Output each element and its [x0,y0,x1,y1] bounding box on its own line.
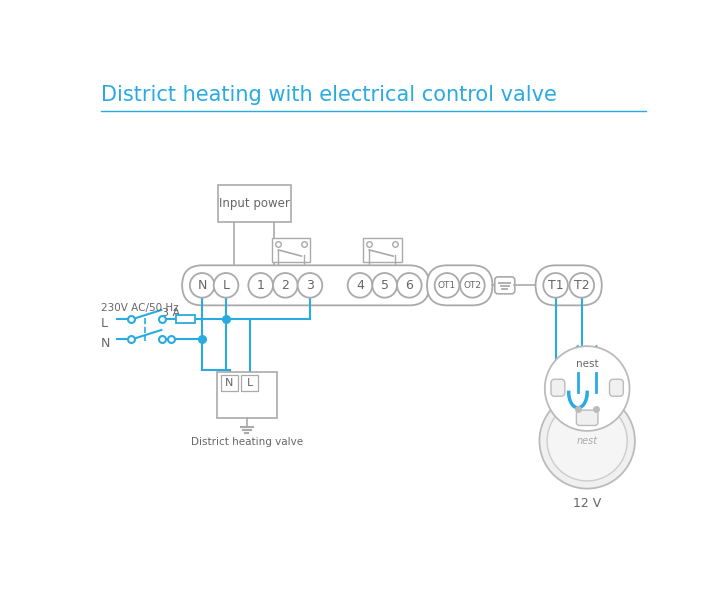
Text: 1: 1 [257,279,264,292]
Text: 6: 6 [405,279,414,292]
Text: District heating valve: District heating valve [191,437,303,447]
Text: N: N [225,378,233,388]
Circle shape [545,346,630,431]
Text: Input power: Input power [219,197,290,210]
Bar [176,315,195,323]
Circle shape [248,273,273,298]
Text: nest: nest [577,436,598,446]
FancyBboxPatch shape [609,380,623,396]
Circle shape [569,273,594,298]
Circle shape [547,401,628,481]
Text: District heating with electrical control valve: District heating with electrical control… [100,85,556,105]
Text: L: L [247,378,253,388]
Text: 3: 3 [306,279,314,292]
Text: 5: 5 [381,279,389,292]
FancyBboxPatch shape [182,266,430,305]
Circle shape [397,273,422,298]
Text: N: N [100,337,110,350]
Circle shape [298,273,323,298]
Bar [217,372,277,418]
FancyBboxPatch shape [577,410,598,425]
Text: L: L [223,279,229,292]
Text: T1: T1 [547,279,563,292]
Text: L: L [100,317,108,330]
FancyBboxPatch shape [551,380,565,396]
Text: OT1: OT1 [438,281,456,290]
Circle shape [543,273,568,298]
Text: OT2: OT2 [464,281,481,290]
Circle shape [372,273,397,298]
Text: 3 A: 3 A [162,308,181,318]
Text: nest: nest [576,359,598,369]
Circle shape [214,273,238,298]
Bar [272,238,310,262]
Circle shape [348,273,372,298]
Text: 4: 4 [356,279,364,292]
Text: 12 V: 12 V [573,497,601,510]
Text: 230V AC/50 Hz: 230V AC/50 Hz [100,304,178,314]
FancyBboxPatch shape [495,277,515,294]
FancyBboxPatch shape [427,266,492,305]
Circle shape [539,393,635,489]
Text: N: N [197,279,207,292]
Circle shape [435,273,459,298]
Circle shape [460,273,485,298]
Circle shape [273,273,298,298]
Text: T2: T2 [574,279,590,292]
Text: 2: 2 [282,279,289,292]
Circle shape [190,273,215,298]
Bar [218,185,291,222]
Bar [363,238,402,262]
FancyBboxPatch shape [536,266,602,305]
Bar [242,375,258,391]
Bar [221,375,237,391]
